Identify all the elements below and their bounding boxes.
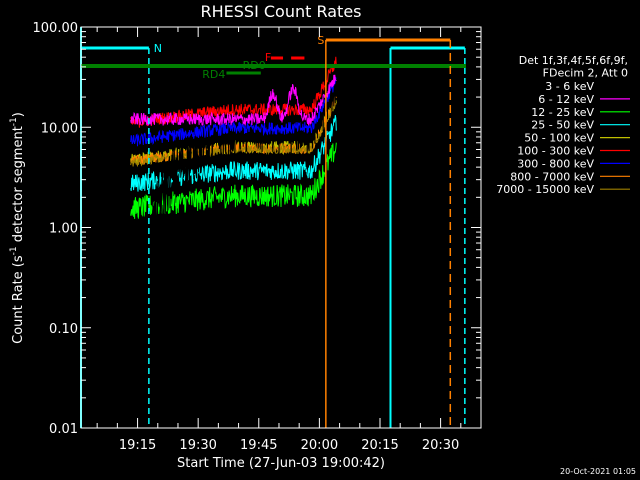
annotation-label: S (317, 34, 324, 47)
x-tick-label: 20:15 (361, 438, 398, 453)
axes: 100.00 10.00 1.00 0.10 0.01 19:15 19:30 19:45 20… (33, 21, 481, 453)
y-axis-label: Count Rate (s-1 detector segment-1) (9, 112, 26, 344)
legend: Det 1f,3f,4f,5f,6f,9f,FDecim 2, Att 03 -… (496, 54, 630, 196)
y-tick-label: 10.00 (41, 121, 78, 136)
annotation-label: N (154, 42, 162, 55)
series-line (130, 142, 337, 219)
x-tick-label: 20:00 (301, 438, 338, 453)
footer-date: 20-Oct-2021 01:05 (560, 467, 636, 476)
y-tick-label: 100.00 (33, 21, 79, 36)
annotation-label: RD4 (202, 68, 225, 81)
legend-header: FDecim 2, Att 0 (543, 67, 628, 80)
chart-title: RHESSI Count Rates (201, 2, 362, 21)
legend-entry-label: 800 - 7000 keV (510, 170, 594, 183)
annotation-label: RD0 (243, 59, 266, 72)
legend-header: Det 1f,3f,4f,5f,6f,9f, (519, 54, 628, 67)
legend-entry-label: 7000 - 15000 keV (496, 183, 594, 196)
y-tick-label: 0.01 (49, 422, 78, 437)
x-tick-label: 19:15 (119, 438, 156, 453)
x-tick-label: 19:30 (179, 438, 216, 453)
legend-entry-label: 12 - 25 keV (531, 106, 594, 119)
legend-entry-label: 25 - 50 keV (531, 119, 594, 132)
plot-area (130, 56, 337, 272)
x-tick-label: 19:45 (240, 438, 277, 453)
series-line (130, 76, 337, 147)
y-tick-label: 1.00 (49, 222, 78, 237)
overlay-bars: N RD0 RD4 F S (80, 27, 466, 428)
annotation-label: F (265, 51, 271, 64)
legend-entry-label: 300 - 800 keV (517, 157, 594, 170)
x-tick-label: 20:30 (422, 438, 459, 453)
y-tick-label: 0.10 (49, 322, 78, 337)
x-axis-label: Start Time (27-Jun-03 19:00:42) (177, 456, 385, 471)
legend-entry-label: 3 - 6 keV (545, 80, 594, 93)
series-line (130, 74, 337, 127)
legend-entry-label: 100 - 300 keV (517, 145, 594, 158)
legend-entry-label: 50 - 100 keV (524, 132, 594, 145)
legend-entry-label: 6 - 12 keV (538, 93, 594, 106)
